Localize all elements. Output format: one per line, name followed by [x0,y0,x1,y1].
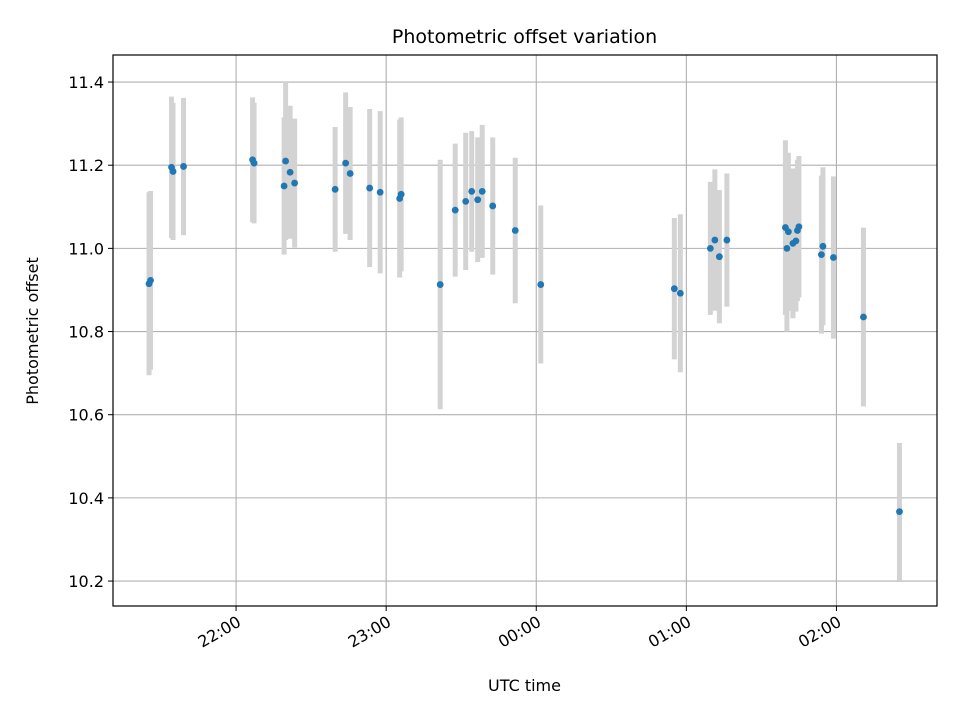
data-point [286,168,294,176]
data-point [376,188,384,196]
data-point [860,313,867,321]
x-axis-label: UTC time [488,676,561,695]
data-point [282,157,290,165]
data-point [169,168,177,175]
y-tick-label: 10.8 [68,323,104,342]
data-point [478,187,486,195]
y-axis-label: Photometric offset [23,257,42,405]
data-point [670,285,678,293]
data-point [818,251,825,259]
data-point [489,202,497,210]
data-point [451,206,459,214]
data-point [723,236,731,244]
data-point [436,281,444,288]
data-point [711,236,719,244]
data-point [474,196,482,204]
plot-area-frame [112,54,938,607]
data-point [331,185,339,193]
data-point [896,508,903,516]
y-tick-label: 11.2 [68,156,104,175]
chart-title: Photometric offset variation [392,26,657,48]
data-point [676,289,684,297]
data-point [511,227,519,234]
data-points [145,156,903,516]
data-point [180,163,187,170]
y-tick-label: 10.4 [68,489,104,508]
data-point [280,182,288,190]
data-point [397,190,405,198]
data-point [706,244,714,252]
y-tick-label: 11.0 [68,239,104,258]
y-tick-label: 11.4 [68,73,104,92]
data-point [342,159,350,167]
data-point [715,253,723,261]
data-point [819,242,827,250]
data-point [792,237,800,245]
data-point [291,179,299,187]
data-point [366,184,374,192]
y-tick-label: 10.2 [68,572,104,591]
data-point [537,281,545,288]
data-point [795,223,803,231]
data-point [830,254,837,261]
data-point [346,170,354,177]
data-point [147,276,154,284]
data-point [785,228,792,236]
data-point [468,187,476,195]
data-point [783,244,791,252]
data-point [462,197,470,205]
y-tick-label: 10.6 [68,406,104,425]
data-point [250,159,258,167]
